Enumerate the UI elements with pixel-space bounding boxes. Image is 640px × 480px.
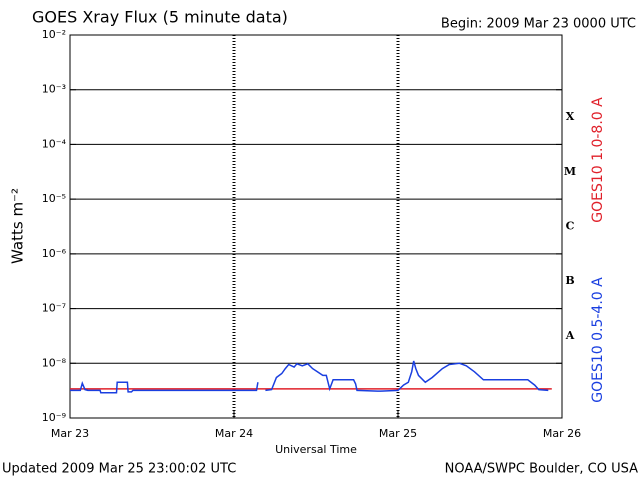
flux-class-label: C	[566, 220, 575, 233]
series-line	[70, 360, 549, 394]
y-tick-label: 10⁻²	[42, 28, 66, 41]
flux-class-label: X	[566, 110, 575, 123]
flux-class-label: A	[565, 329, 575, 342]
y-tick-label: 10⁻³	[42, 83, 66, 96]
legend-entry: GOES10 0.5-4.0 A	[590, 277, 606, 403]
y-tick-label: 10⁻⁸	[42, 356, 67, 369]
chart-title: GOES Xray Flux (5 minute data)	[32, 8, 288, 27]
y-tick-label: 10⁻⁹	[42, 411, 66, 424]
x-tick-label: Mar 25	[379, 427, 417, 440]
x-tick-label: Mar 24	[215, 427, 253, 440]
y-tick-label: 10⁻⁷	[42, 302, 66, 315]
y-tick-label: 10⁻⁵	[42, 192, 66, 205]
legend-entry: GOES10 1.0-8.0 A	[590, 97, 606, 223]
chart-subtitle: Begin: 2009 Mar 23 0000 UTC	[441, 17, 636, 32]
x-tick-label: Mar 26	[543, 427, 581, 440]
y-tick-label: 10⁻⁴	[42, 137, 67, 150]
footer-left: Updated 2009 Mar 25 23:00:02 UTC	[2, 462, 236, 477]
y-axis-label: Watts m⁻²	[9, 188, 27, 264]
x-tick-label: Mar 23	[51, 427, 89, 440]
y-tick-label: 10⁻⁶	[42, 247, 67, 260]
flux-class-label: B	[565, 274, 574, 287]
footer-right: NOAA/SWPC Boulder, CO USA	[445, 462, 638, 477]
flux-class-label: M	[564, 165, 576, 178]
plot-frame	[69, 34, 563, 419]
x-axis-label: Universal Time	[275, 443, 357, 456]
